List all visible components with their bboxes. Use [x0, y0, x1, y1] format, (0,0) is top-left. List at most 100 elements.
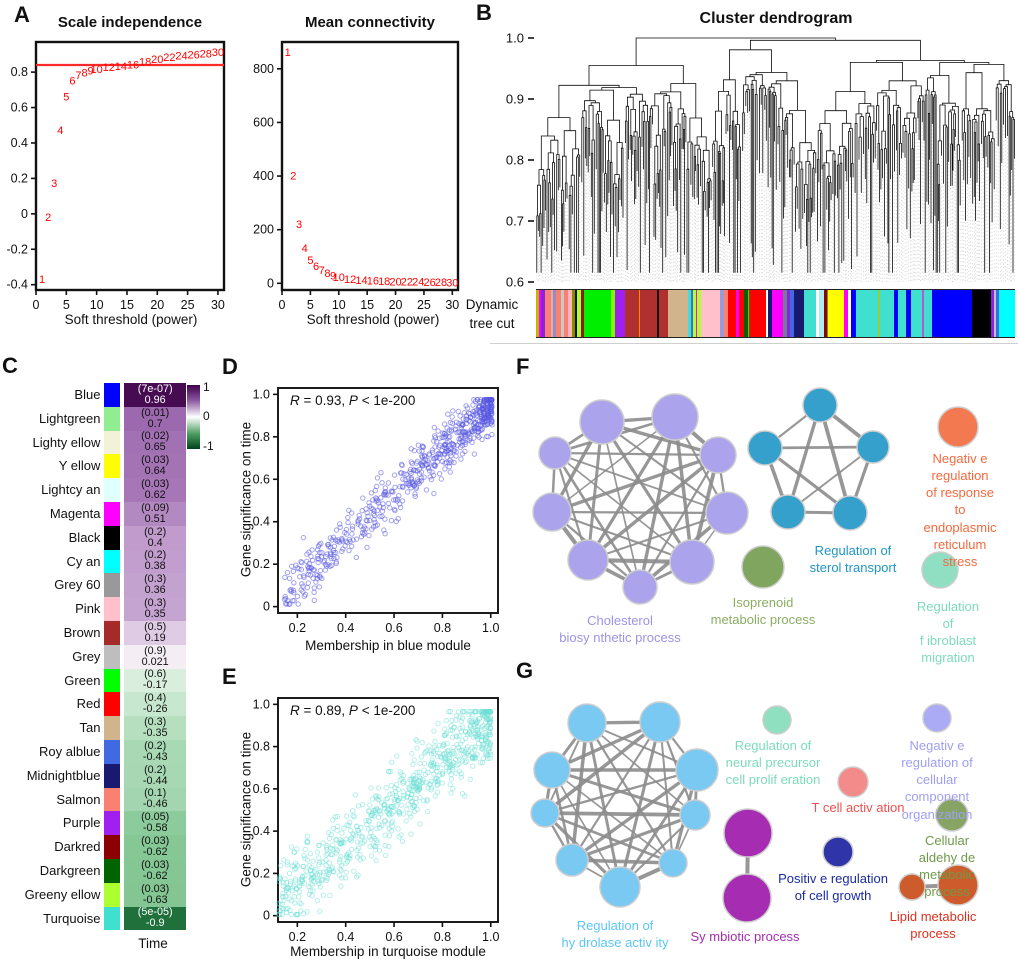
svg-text:0.4: 0.4 [11, 136, 28, 150]
svg-text:200: 200 [253, 223, 274, 237]
heatmap-row: Blue (7e-07) 0.96 [0, 383, 186, 407]
module-name: Grey 60 [54, 577, 101, 593]
svg-text:0.2: 0.2 [11, 171, 28, 185]
module-name: Lighty ellow [32, 434, 101, 450]
module-name: Blue [74, 387, 101, 402]
module-name: Darkgreen [39, 862, 101, 878]
module-name: Lightcy an [41, 482, 101, 498]
svg-text:5: 5 [307, 255, 313, 267]
tree-cut-segment [991, 290, 994, 337]
correlation-cell: (0.1) -0.46 [124, 787, 186, 812]
heatmap-row: Grey 60 (0.3) 0.36 [0, 573, 186, 598]
tree-cut-segment [897, 290, 906, 337]
svg-text:0.9: 0.9 [506, 92, 524, 107]
turquoise-scatter-annotation: R = 0.89, P < 1e-200 [290, 703, 416, 718]
tree-cut-segment [816, 290, 819, 337]
panel-label-c: C [2, 353, 18, 378]
network-node [898, 873, 926, 901]
plot-box [277, 387, 499, 614]
network-group-cholesterol-cluster [532, 393, 749, 605]
heatmap-row: Tan (0.3) -0.35 [0, 716, 186, 740]
correlation-cell: (0.03) 0.62 [124, 478, 186, 502]
tree-cut-segment [996, 290, 1000, 337]
svg-text:10: 10 [91, 64, 103, 76]
module-color-swatch [104, 811, 121, 836]
module-name: Black [68, 529, 101, 545]
tree-cut-segment [697, 290, 702, 337]
tree-cut-segment [581, 290, 585, 337]
correlation-cell: (0.01) 0.7 [124, 406, 186, 431]
heatmap-row: Midnightblue (0.2) -0.44 [0, 763, 186, 788]
module-name: Turquoise [43, 910, 101, 926]
tree-cut-segment [568, 290, 573, 337]
svg-text:2: 2 [290, 171, 296, 183]
module-name: Tan [79, 720, 101, 736]
module-color-swatch [104, 787, 121, 812]
tree-cut-segment [658, 290, 669, 337]
module-name: Purple [62, 815, 101, 831]
module-name: Y ellow [58, 458, 101, 474]
network-node [532, 492, 572, 532]
network-node [705, 491, 749, 535]
module-color-swatch [104, 454, 121, 479]
svg-text:24: 24 [175, 51, 187, 63]
module-color-swatch [104, 597, 121, 621]
tree-cut-segment [924, 290, 933, 337]
e-y-axis-label: Gene significance on time [238, 731, 254, 888]
turquoise-module-scatter: 0.2 0.4 0.6 0.8 1.0 0 0.2 0.4 0.6 0.8 1.0 [253, 697, 499, 944]
blue-scatter-annotation: R = 0.93, P < 1e-200 [290, 393, 416, 408]
tree-cut-segment [932, 290, 973, 337]
tree-cut-segment [724, 290, 729, 337]
tree-cut-segment [828, 290, 845, 337]
a1-x-axis-label: Soft threshold (power) [64, 312, 198, 327]
svg-text:9: 9 [330, 270, 336, 282]
tree-cut-segment [572, 290, 575, 337]
network-label: Negativ e regulation of response to endo… [923, 451, 997, 569]
heatmap-x-axis-label: Time [138, 936, 168, 951]
svg-text:15: 15 [360, 298, 374, 312]
svg-text:0.8: 0.8 [253, 430, 270, 444]
d-x-axis-label: Membership in blue module [305, 638, 471, 653]
correlation-cell: (0.2) -0.43 [124, 739, 186, 764]
module-color-swatch [104, 739, 121, 764]
tree-cut-segment [905, 290, 911, 337]
svg-text:0.4: 0.4 [253, 515, 270, 529]
network-node [675, 748, 719, 792]
network-group-hydrolase-cluster [530, 701, 719, 908]
svg-text:10: 10 [90, 298, 104, 312]
tree-cut-label-line2: tree cut [469, 316, 515, 331]
svg-text:9: 9 [88, 66, 94, 78]
tree-cut-segment [610, 290, 615, 337]
plot-box [280, 40, 460, 292]
module-color-swatch [104, 383, 121, 407]
go-network-turquoise-module [530, 701, 979, 923]
network-node [822, 836, 854, 868]
correlation-cell: (0.3) 0.35 [124, 597, 186, 621]
tree-cut-segment [782, 290, 787, 337]
tree-cut-segment [696, 290, 698, 337]
panel-label-e: E [222, 664, 237, 689]
svg-text:26: 26 [188, 50, 200, 62]
heatmap-row: Purple (0.05) -0.58 [0, 811, 186, 836]
tree-cut-segment [690, 290, 694, 337]
svg-text:5: 5 [63, 298, 70, 312]
tree-cut-segment [693, 290, 697, 337]
tree-cut-segment [793, 290, 805, 337]
correlation-cell: (0.3) -0.35 [124, 716, 186, 740]
svg-text:8: 8 [81, 68, 87, 80]
network-label: Isoprenoid metabolic process [710, 595, 816, 628]
svg-text:0.6: 0.6 [506, 275, 524, 290]
svg-text:0.8: 0.8 [434, 621, 451, 635]
svg-text:12: 12 [344, 274, 356, 286]
correlation-cell: (0.03) 0.64 [124, 454, 186, 479]
svg-text:1.0: 1.0 [482, 930, 499, 944]
tree-cut-segment [972, 290, 991, 337]
network-node [699, 436, 737, 474]
heatmap-row: Darkred (0.03) -0.62 [0, 835, 186, 859]
network-label: Positiv e regulation of cell growth [778, 871, 888, 904]
module-name: Roy alblue [39, 743, 101, 759]
network-node [538, 436, 572, 470]
svg-text:5: 5 [307, 298, 314, 312]
network-group-t-cell [837, 766, 869, 798]
